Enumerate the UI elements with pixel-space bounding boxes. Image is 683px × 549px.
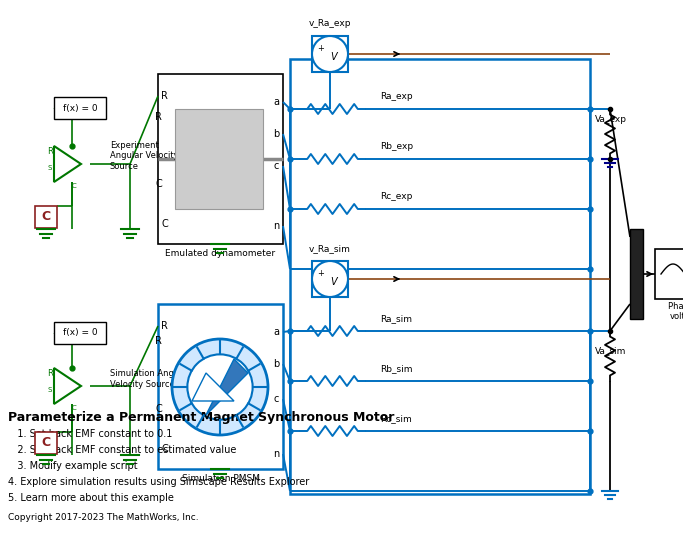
- Bar: [54, 97, 106, 119]
- Text: Simulation PMSM: Simulation PMSM: [182, 474, 260, 483]
- Text: S: S: [48, 387, 52, 393]
- Text: 4. Explore simulation results using Simscape Results Explorer: 4. Explore simulation results using Sims…: [8, 477, 309, 487]
- Bar: [312, 261, 348, 297]
- Polygon shape: [206, 359, 248, 415]
- Text: C: C: [155, 179, 162, 189]
- Text: Rc_exp: Rc_exp: [380, 192, 413, 201]
- Text: Ra_exp: Ra_exp: [380, 92, 413, 101]
- Bar: [655, 249, 683, 299]
- Text: Emulated dynamometer: Emulated dynamometer: [165, 249, 275, 258]
- Text: f(x) = 0: f(x) = 0: [63, 328, 97, 338]
- Text: Rb_sim: Rb_sim: [380, 364, 413, 373]
- Circle shape: [187, 354, 253, 419]
- Polygon shape: [54, 146, 81, 182]
- Text: 2. Set back EMF constant to estimated value: 2. Set back EMF constant to estimated va…: [8, 445, 236, 455]
- Circle shape: [312, 36, 348, 72]
- Text: Phase A
voltage: Phase A voltage: [668, 302, 683, 321]
- Circle shape: [312, 261, 348, 297]
- Bar: [35, 432, 57, 454]
- Bar: [312, 36, 348, 72]
- Text: C: C: [42, 210, 51, 223]
- Text: b: b: [273, 359, 279, 369]
- Text: Va_exp: Va_exp: [595, 115, 627, 124]
- Bar: [175, 109, 263, 209]
- Text: V: V: [331, 52, 337, 61]
- Text: R: R: [47, 369, 53, 378]
- Text: +: +: [318, 44, 324, 53]
- Text: c: c: [273, 394, 279, 404]
- Text: C: C: [72, 405, 76, 411]
- Text: 3. Modify example script: 3. Modify example script: [8, 461, 138, 471]
- Bar: [630, 229, 643, 319]
- Text: b: b: [273, 129, 279, 139]
- Text: a: a: [273, 327, 279, 337]
- Text: S: S: [48, 165, 52, 171]
- Text: n: n: [273, 221, 279, 231]
- Text: C: C: [42, 436, 51, 450]
- Bar: [158, 74, 283, 244]
- Text: R: R: [161, 321, 168, 331]
- Text: Parameterize a Permanent Magnet Synchronous Motor: Parameterize a Permanent Magnet Synchron…: [8, 411, 394, 424]
- Text: Simulation Angular
Velocity Source: Simulation Angular Velocity Source: [110, 369, 191, 389]
- Text: +: +: [318, 269, 324, 278]
- Text: C: C: [155, 404, 162, 414]
- Text: C: C: [72, 183, 76, 189]
- Text: a: a: [273, 97, 279, 107]
- Text: Ra_sim: Ra_sim: [380, 314, 412, 323]
- Text: Rc_sim: Rc_sim: [380, 414, 412, 423]
- Text: v_Ra_exp: v_Ra_exp: [309, 19, 351, 28]
- Polygon shape: [54, 368, 81, 404]
- Circle shape: [172, 339, 268, 435]
- Bar: [290, 59, 590, 494]
- Text: C: C: [161, 444, 168, 454]
- Text: Rb_exp: Rb_exp: [380, 142, 413, 151]
- Text: V: V: [331, 277, 337, 287]
- Text: R: R: [155, 336, 162, 346]
- Text: 1. Set back EMF constant to 0.1: 1. Set back EMF constant to 0.1: [8, 429, 172, 439]
- Bar: [54, 322, 106, 344]
- Text: R: R: [155, 112, 162, 122]
- Text: 5. Learn more about this example: 5. Learn more about this example: [8, 493, 174, 503]
- Text: R: R: [47, 148, 53, 156]
- Text: Va_sim: Va_sim: [595, 346, 626, 356]
- Text: v_Ra_sim: v_Ra_sim: [309, 244, 351, 253]
- Text: Copyright 2017-2023 The MathWorks, Inc.: Copyright 2017-2023 The MathWorks, Inc.: [8, 513, 199, 522]
- Text: c: c: [273, 161, 279, 171]
- Text: C: C: [161, 219, 168, 229]
- Text: n: n: [273, 449, 279, 459]
- Bar: [35, 206, 57, 228]
- Text: R: R: [161, 91, 168, 101]
- Text: Experiment
Angular Velocity
Source: Experiment Angular Velocity Source: [110, 141, 179, 171]
- Text: f(x) = 0: f(x) = 0: [63, 104, 97, 113]
- Polygon shape: [192, 373, 234, 401]
- Bar: [158, 304, 283, 469]
